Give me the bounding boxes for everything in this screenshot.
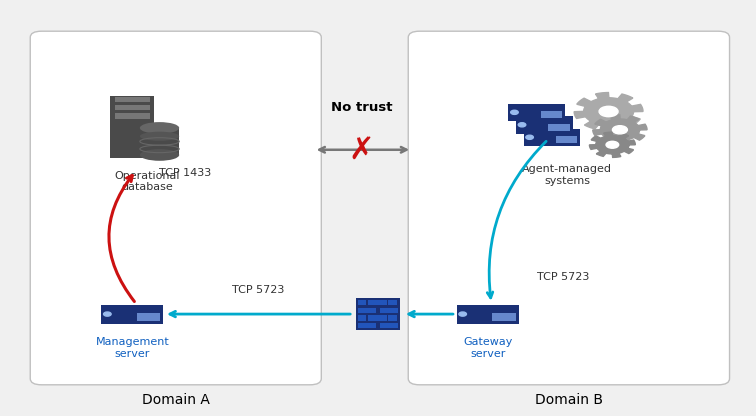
Bar: [367, 300, 386, 305]
Text: Domain B: Domain B: [535, 393, 603, 407]
Polygon shape: [574, 92, 643, 131]
Bar: [356, 299, 400, 329]
Bar: [508, 104, 565, 121]
Bar: [358, 323, 376, 329]
Polygon shape: [590, 132, 635, 157]
Text: Domain A: Domain A: [142, 393, 209, 407]
Text: Agent-managed
systems: Agent-managed systems: [522, 164, 612, 186]
Circle shape: [459, 312, 466, 316]
Text: No trust: No trust: [330, 102, 392, 114]
Circle shape: [612, 126, 627, 134]
Bar: [380, 323, 398, 329]
FancyBboxPatch shape: [110, 96, 154, 158]
Circle shape: [519, 123, 526, 127]
Ellipse shape: [140, 131, 179, 141]
Circle shape: [510, 110, 518, 114]
Ellipse shape: [140, 122, 179, 134]
Text: TCP 5723: TCP 5723: [537, 272, 589, 282]
Bar: [358, 307, 376, 313]
Text: TCP 1433: TCP 1433: [159, 168, 211, 178]
Bar: [389, 315, 397, 321]
Circle shape: [606, 141, 618, 148]
Circle shape: [104, 312, 111, 316]
Bar: [457, 305, 519, 324]
Text: ✗: ✗: [349, 135, 374, 164]
Bar: [137, 313, 160, 321]
Text: TCP 5723: TCP 5723: [232, 285, 285, 295]
Bar: [380, 307, 398, 313]
Text: Management
server: Management server: [95, 337, 169, 359]
Bar: [358, 300, 366, 305]
Circle shape: [526, 135, 533, 139]
FancyBboxPatch shape: [408, 31, 730, 385]
Bar: [115, 113, 150, 119]
Bar: [140, 128, 179, 155]
Bar: [101, 305, 163, 324]
Bar: [523, 129, 580, 146]
Text: Gateway
server: Gateway server: [463, 337, 513, 359]
Circle shape: [599, 106, 618, 117]
Bar: [115, 105, 150, 110]
Bar: [115, 97, 150, 102]
Bar: [389, 300, 397, 305]
Bar: [541, 111, 562, 119]
Bar: [358, 315, 366, 321]
Bar: [548, 124, 570, 131]
Bar: [492, 313, 516, 321]
Bar: [516, 116, 573, 134]
FancyBboxPatch shape: [30, 31, 321, 385]
Text: Operational
database: Operational database: [115, 171, 180, 192]
Bar: [367, 315, 386, 321]
Bar: [556, 136, 577, 144]
Polygon shape: [593, 115, 647, 145]
Ellipse shape: [140, 149, 179, 161]
